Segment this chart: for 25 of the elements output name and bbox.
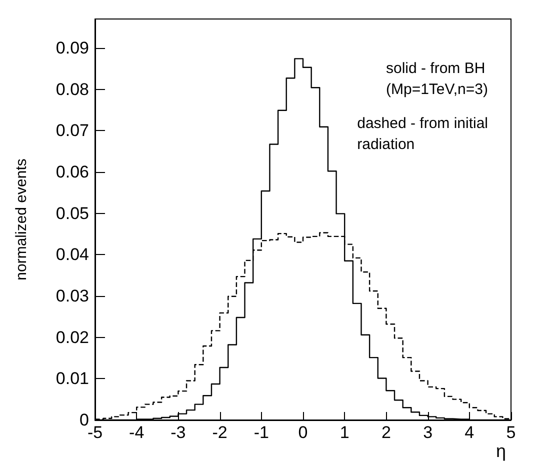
x-tick-label: 0 <box>298 423 308 442</box>
x-tick-label: 4 <box>464 423 474 442</box>
y-tick-label: 0.06 <box>56 162 89 182</box>
y-tick-label: 0.09 <box>56 38 89 58</box>
x-tick-label: 3 <box>423 423 433 442</box>
y-tick-label: 0.02 <box>56 328 89 347</box>
x-tick-label: -2 <box>212 423 228 442</box>
x-tick-label: -1 <box>254 423 269 442</box>
y-axis-title: normalized events <box>13 158 30 280</box>
y-tick-label: 0.01 <box>56 369 89 388</box>
x-tick-label: -4 <box>129 423 144 442</box>
x-tick-label: 5 <box>506 423 516 442</box>
y-tick-label: 0 <box>80 410 89 430</box>
y-tick-label: 0.03 <box>56 286 89 306</box>
x-tick-label: -3 <box>170 423 186 442</box>
y-tick-label: 0.07 <box>56 121 89 140</box>
x-tick-label: -5 <box>87 423 103 442</box>
x-axis-title: η <box>496 441 506 461</box>
annotation: dashed - from initial radiation <box>357 115 488 153</box>
x-tick-label: 1 <box>340 423 350 442</box>
annotation: solid - from BH (Mp=1TeV,n=3) <box>386 60 488 98</box>
y-tick-label: 0.04 <box>56 245 89 264</box>
y-tick-label: 0.08 <box>56 80 89 99</box>
y-tick-label: 0.05 <box>56 204 89 223</box>
x-tick-label: 2 <box>381 423 391 442</box>
